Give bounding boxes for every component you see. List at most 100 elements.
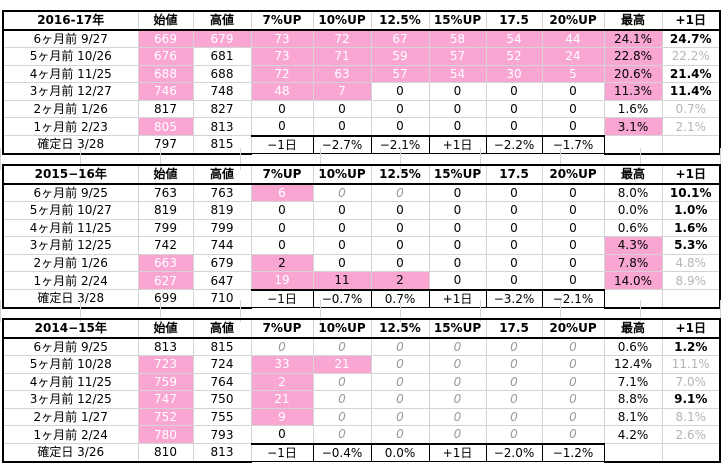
table-cell[interactable]: 0 <box>312 407 372 426</box>
table-cell[interactable]: 11.1% <box>661 355 721 374</box>
table-cell[interactable]: 0 <box>428 183 487 202</box>
column-header[interactable]: 始値 <box>137 164 194 185</box>
table-cell[interactable]: 4.2% <box>603 425 663 444</box>
table-cell[interactable]: 14.0% <box>603 271 663 290</box>
table-cell[interactable]: 24.7% <box>661 29 721 48</box>
table-cell[interactable]: 0 <box>485 425 543 444</box>
table-cell[interactable]: 819 <box>192 201 252 220</box>
table-cell[interactable]: 827 <box>192 99 252 118</box>
table-cell[interactable]: 44 <box>541 29 605 48</box>
table-cell[interactable]: 0 <box>370 236 430 255</box>
table-cell[interactable]: 0 <box>541 99 605 118</box>
table-cell[interactable]: 0 <box>312 201 372 220</box>
table-cell[interactable]: 0.6% <box>603 337 663 356</box>
table-cell[interactable]: 21 <box>312 355 372 374</box>
row-label[interactable]: 6ヶ月前 9/25 <box>2 183 139 202</box>
table-cell[interactable]: 72 <box>250 64 314 83</box>
table-cell[interactable]: 0 <box>312 390 372 409</box>
table-cell[interactable]: 2 <box>370 271 430 290</box>
table-cell[interactable]: 805 <box>137 117 194 136</box>
table-cell[interactable]: 0 <box>485 355 543 374</box>
table-cell[interactable]: 11.4% <box>661 82 721 101</box>
table-cell[interactable]: 0 <box>541 236 605 255</box>
block-title[interactable]: 2016-17年 <box>2 10 139 31</box>
table-cell[interactable]: 0 <box>541 390 605 409</box>
table-cell[interactable]: 0 <box>370 99 430 118</box>
row-label[interactable]: 4ヶ月前 11/25 <box>2 218 139 237</box>
table-cell[interactable]: 0 <box>370 407 430 426</box>
table-cell[interactable]: 0 <box>250 337 314 356</box>
table-cell[interactable]: 815 <box>192 337 252 356</box>
table-cell[interactable]: 30 <box>485 64 543 83</box>
table-cell[interactable]: 21.4% <box>661 64 721 83</box>
column-header[interactable]: 最高 <box>603 10 663 31</box>
table-cell[interactable]: 817 <box>137 99 194 118</box>
table-cell[interactable]: 0 <box>312 117 372 136</box>
table-cell[interactable]: 747 <box>137 390 194 409</box>
row-label[interactable]: 2ヶ月前 1/27 <box>2 407 139 426</box>
table-cell[interactable]: 0 <box>485 253 543 272</box>
table-cell[interactable]: 0 <box>541 117 605 136</box>
table-cell[interactable]: 2.6% <box>661 425 721 444</box>
table-cell[interactable]: 0 <box>485 372 543 391</box>
table-cell[interactable]: 57 <box>428 47 487 66</box>
table-cell[interactable]: 799 <box>192 218 252 237</box>
table-cell[interactable]: −1日 <box>250 442 314 462</box>
table-cell[interactable]: 647 <box>192 271 252 290</box>
table-cell[interactable]: 7 <box>312 82 372 101</box>
column-header[interactable]: 高値 <box>192 318 252 339</box>
table-cell[interactable]: 0 <box>541 425 605 444</box>
table-cell[interactable]: 1.6% <box>603 99 663 118</box>
table-cell[interactable]: 0 <box>370 390 430 409</box>
table-cell[interactable]: 0 <box>541 372 605 391</box>
row-label[interactable]: 4ヶ月前 11/25 <box>2 64 139 83</box>
table-cell[interactable]: 0 <box>370 183 430 202</box>
table-cell[interactable]: 793 <box>192 425 252 444</box>
table-cell[interactable]: 0 <box>312 253 372 272</box>
row-label[interactable]: 5ヶ月前 10/26 <box>2 47 139 66</box>
table-cell[interactable]: 0 <box>485 407 543 426</box>
table-cell[interactable]: 0 <box>485 183 543 202</box>
table-cell[interactable]: 7.1% <box>603 372 663 391</box>
column-header[interactable]: 12.5% <box>370 10 430 31</box>
row-label[interactable]: 5ヶ月前 10/28 <box>2 355 139 374</box>
table-cell[interactable]: 8.8% <box>603 390 663 409</box>
table-cell[interactable]: −2.0% <box>485 442 543 462</box>
table-cell[interactable]: 0 <box>428 425 487 444</box>
column-header[interactable]: 高値 <box>192 164 252 185</box>
table-cell[interactable]: 679 <box>192 253 252 272</box>
table-cell[interactable]: 0 <box>370 117 430 136</box>
table-cell[interactable]: 52 <box>485 47 543 66</box>
table-cell[interactable]: 676 <box>137 47 194 66</box>
table-cell[interactable]: 0 <box>485 218 543 237</box>
table-cell[interactable]: 11.3% <box>603 82 663 101</box>
table-cell[interactable]: 0.7% <box>661 99 721 118</box>
column-header[interactable]: 15%UP <box>428 164 487 185</box>
table-cell[interactable]: 0 <box>428 337 487 356</box>
table-cell[interactable]: 5 <box>541 64 605 83</box>
column-header[interactable]: 15%UP <box>428 318 487 339</box>
column-header[interactable]: 10%UP <box>312 164 372 185</box>
column-header[interactable]: 始値 <box>137 10 194 31</box>
table-cell[interactable]: 22.2% <box>661 47 721 66</box>
table-cell[interactable]: 780 <box>137 425 194 444</box>
table-cell[interactable]: 54 <box>428 64 487 83</box>
table-cell[interactable]: 12.4% <box>603 355 663 374</box>
column-header[interactable]: 最高 <box>603 318 663 339</box>
row-label[interactable]: 1ヶ月前 2/24 <box>2 425 139 444</box>
table-cell[interactable]: 0 <box>312 236 372 255</box>
column-header[interactable]: 始値 <box>137 318 194 339</box>
table-cell[interactable]: 0 <box>250 117 314 136</box>
block-title[interactable]: 2014−15年 <box>2 318 139 339</box>
table-cell[interactable]: 54 <box>485 29 543 48</box>
table-cell[interactable]: 742 <box>137 236 194 255</box>
table-cell[interactable]: 8.9% <box>661 271 721 290</box>
table-cell[interactable]: 7.8% <box>603 253 663 272</box>
table-cell[interactable]: 0 <box>312 372 372 391</box>
table-cell[interactable]: 2.1% <box>661 117 721 136</box>
table-cell[interactable]: 0.6% <box>603 218 663 237</box>
table-cell[interactable]: 0 <box>312 183 372 202</box>
table-cell[interactable]: 0 <box>250 218 314 237</box>
table-cell[interactable]: 0 <box>428 271 487 290</box>
table-cell[interactable]: 0 <box>312 218 372 237</box>
